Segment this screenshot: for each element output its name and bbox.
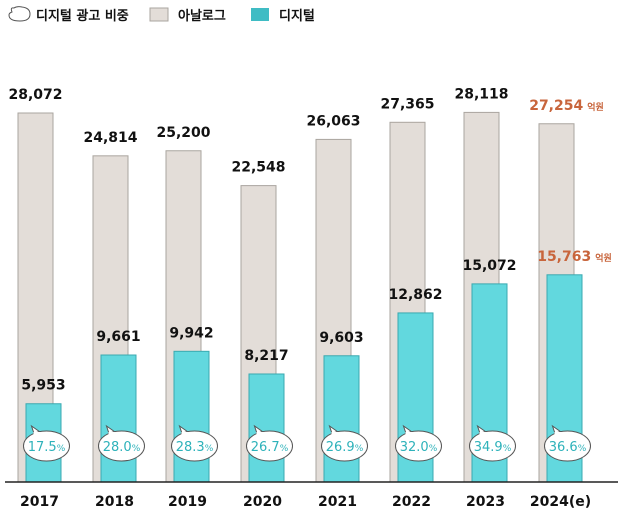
digital-bar	[323, 355, 360, 483]
unit-label: 억원	[595, 252, 612, 264]
legend-analog-swatch	[149, 7, 169, 22]
speech-bubble-joint	[405, 432, 415, 436]
digital-share-label: 17.5%	[28, 440, 66, 455]
x-tick-label: 2017	[20, 494, 59, 510]
digital-share-label: 28.0%	[103, 440, 141, 455]
digital-value-label: 8,217	[244, 348, 288, 364]
digital-bar	[173, 350, 210, 483]
speech-bubble-joint	[479, 432, 489, 436]
speech-bubble	[246, 430, 293, 462]
x-tick-label: 2018	[95, 494, 134, 510]
digital-value-label: 9,942	[169, 325, 213, 341]
percent-sign: %	[132, 444, 141, 454]
speech-bubble	[544, 430, 591, 462]
digital-bar	[100, 354, 137, 483]
analog-value-label: 28,072	[8, 87, 62, 103]
percent-sign: %	[578, 444, 587, 454]
digital-share-label: 28.3%	[176, 440, 214, 455]
analog-value-label: 24,814	[83, 130, 137, 146]
x-tick-label: 2023	[466, 494, 505, 510]
speech-bubble	[23, 430, 70, 462]
x-tick-label: 2022	[392, 494, 431, 510]
digital-share-label: 26.9%	[326, 440, 364, 455]
percent-sign: %	[503, 444, 512, 454]
analog-value-label: 26,063	[306, 113, 360, 129]
analog-value-label: 25,200	[156, 125, 210, 141]
x-tick-label: 2024(e)	[530, 494, 591, 510]
digital-share-label: 34.9%	[474, 440, 512, 455]
digital-value-label: 9,661	[96, 329, 140, 345]
digital-value-label: 5,953	[21, 378, 65, 394]
analog-value-label: 27,254 억원	[529, 98, 604, 114]
speech-bubble	[395, 430, 442, 462]
unit-label: 억원	[587, 101, 604, 113]
speech-bubble-joint	[331, 432, 341, 436]
speech-bubble-joint	[108, 432, 118, 436]
digital-share-label: 36.6%	[549, 440, 587, 455]
percent-sign: %	[429, 444, 438, 454]
digital-share-label: 26.7%	[251, 440, 289, 455]
percent-sign: %	[205, 444, 214, 454]
x-tick-label: 2019	[168, 494, 207, 510]
speech-bubble	[98, 430, 145, 462]
percent-sign: %	[280, 444, 289, 454]
digital-value-label: 15,763 억원	[537, 249, 612, 265]
analog-value-label: 27,365	[380, 96, 434, 112]
digital-value-label: 15,072	[462, 258, 516, 274]
digital-bar	[248, 373, 285, 483]
speech-bubble-joint	[33, 432, 43, 436]
legend-share-bubble-icon	[8, 6, 31, 22]
digital-value-label: 9,603	[319, 330, 363, 346]
percent-sign: %	[57, 444, 66, 454]
speech-bubble-joint	[181, 432, 191, 436]
legend: 디지털 광고 비중 아날로그 디지털	[8, 6, 315, 24]
digital-value-label: 12,862	[388, 287, 442, 303]
analog-value-label: 28,118	[454, 86, 508, 102]
analog-value-label: 22,548	[231, 160, 285, 176]
legend-digital-label: 디지털	[279, 8, 315, 24]
x-tick-label: 2020	[243, 494, 282, 510]
legend-analog-label: 아날로그	[178, 8, 226, 24]
digital-share-label: 32.0%	[400, 440, 438, 455]
speech-bubble-joint	[554, 432, 564, 436]
speech-bubble	[321, 430, 368, 462]
legend-digital-swatch	[251, 8, 269, 21]
speech-bubble	[469, 430, 516, 462]
x-tick-label: 2021	[318, 494, 357, 510]
percent-sign: %	[355, 444, 364, 454]
speech-bubble	[171, 430, 218, 462]
speech-bubble-joint	[256, 432, 266, 436]
legend-share-label: 디지털 광고 비중	[36, 8, 129, 24]
